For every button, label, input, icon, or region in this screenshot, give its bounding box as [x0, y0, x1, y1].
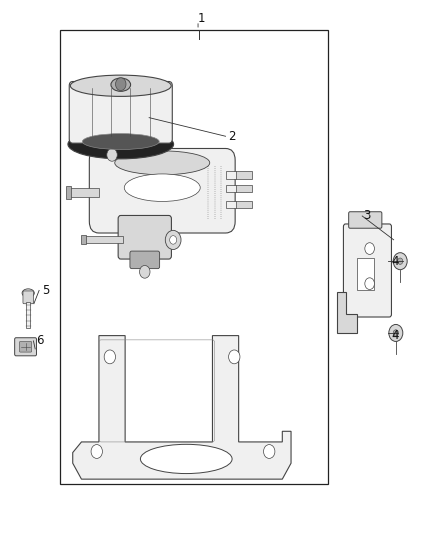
Text: 4: 4 [392, 255, 399, 268]
Bar [66, 186, 71, 199]
Text: 6: 6 [36, 334, 44, 348]
FancyBboxPatch shape [118, 215, 171, 259]
Polygon shape [73, 336, 291, 479]
Bar [84, 236, 123, 243]
Circle shape [91, 445, 102, 458]
Ellipse shape [71, 75, 171, 96]
Ellipse shape [141, 445, 232, 473]
Ellipse shape [82, 134, 159, 150]
Polygon shape [337, 293, 357, 333]
Bar [226, 184, 237, 192]
Ellipse shape [115, 151, 210, 175]
Circle shape [264, 445, 275, 458]
FancyBboxPatch shape [14, 338, 36, 356]
Ellipse shape [68, 130, 173, 159]
FancyBboxPatch shape [69, 82, 172, 143]
Circle shape [365, 243, 374, 254]
Bar [26, 302, 30, 328]
Circle shape [165, 230, 181, 249]
FancyBboxPatch shape [23, 291, 33, 304]
Text: 2: 2 [228, 130, 235, 143]
FancyBboxPatch shape [130, 251, 159, 269]
Bar [226, 171, 237, 179]
Circle shape [389, 325, 403, 342]
Circle shape [398, 258, 403, 264]
FancyBboxPatch shape [89, 149, 235, 233]
Circle shape [365, 278, 374, 289]
Ellipse shape [124, 174, 200, 201]
Bar [81, 235, 86, 244]
Bar [234, 200, 252, 208]
Ellipse shape [22, 289, 34, 297]
FancyBboxPatch shape [349, 212, 382, 228]
Bar [234, 171, 252, 179]
Circle shape [140, 265, 150, 278]
Ellipse shape [111, 78, 131, 91]
Circle shape [116, 78, 126, 91]
Circle shape [393, 253, 407, 270]
Circle shape [393, 330, 399, 336]
Text: 3: 3 [363, 209, 371, 222]
Bar [226, 200, 237, 208]
Text: 4: 4 [392, 329, 399, 342]
Bar [234, 184, 252, 192]
Text: 1: 1 [198, 12, 205, 25]
Bar [357, 258, 374, 290]
Bar [60, 30, 328, 484]
Text: 5: 5 [42, 284, 49, 297]
Bar [68, 188, 99, 197]
Circle shape [170, 236, 177, 244]
Circle shape [229, 350, 240, 364]
FancyBboxPatch shape [343, 224, 392, 317]
Circle shape [107, 149, 117, 161]
Circle shape [104, 350, 116, 364]
FancyBboxPatch shape [19, 342, 32, 352]
